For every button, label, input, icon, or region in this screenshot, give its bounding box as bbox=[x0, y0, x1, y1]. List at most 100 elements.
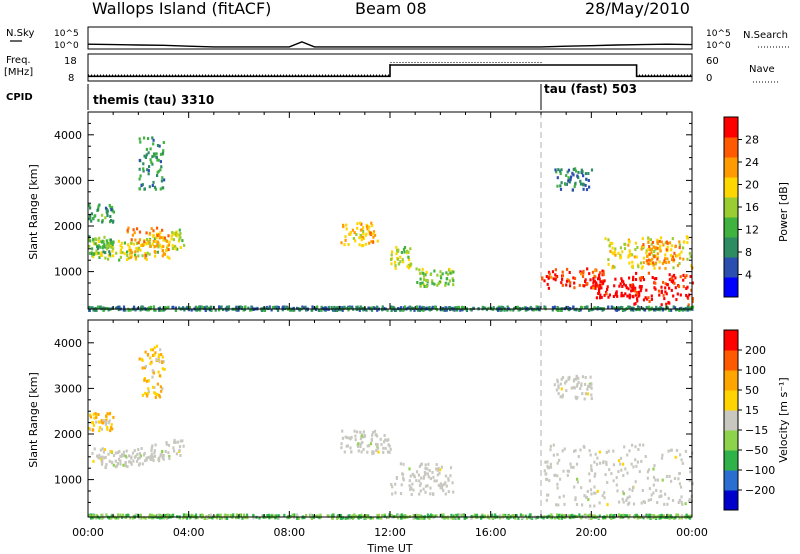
velocity-cell bbox=[584, 495, 588, 499]
velocity-cell bbox=[152, 371, 155, 375]
velocity-cell bbox=[141, 393, 144, 397]
power-cell bbox=[621, 279, 624, 283]
time-tick-label: 00:00 bbox=[676, 526, 708, 539]
power-cell bbox=[621, 308, 624, 312]
velocity-cell bbox=[95, 420, 98, 424]
velocity-cell bbox=[649, 516, 652, 520]
velocity-cell bbox=[344, 435, 347, 439]
power-cell bbox=[633, 255, 636, 259]
power-cell bbox=[652, 261, 655, 265]
velocity-cell bbox=[196, 516, 199, 520]
velocity-cell bbox=[553, 383, 556, 387]
power-cell bbox=[439, 308, 442, 312]
velocity-cell bbox=[346, 444, 349, 448]
power-cell bbox=[691, 297, 694, 301]
velocity-cell bbox=[172, 513, 175, 517]
velocity-cell bbox=[103, 456, 106, 460]
velocity-cell bbox=[632, 502, 636, 506]
velocity-colorbar-label: Velocity [m s⁻¹] bbox=[777, 377, 790, 462]
power-cell bbox=[529, 305, 532, 309]
power-cell bbox=[556, 176, 559, 180]
velocity-cell bbox=[634, 514, 637, 518]
power-cell bbox=[376, 305, 379, 309]
velocity-cell bbox=[293, 513, 296, 517]
power-cell bbox=[640, 285, 643, 288]
velocity-cell bbox=[421, 516, 424, 520]
power-cell bbox=[614, 253, 617, 257]
velocity-cell bbox=[242, 513, 246, 517]
velocity-cell bbox=[624, 467, 627, 471]
power-cell bbox=[361, 235, 364, 239]
power-cell bbox=[371, 224, 374, 228]
power-cell bbox=[638, 276, 642, 280]
velocity-cell bbox=[173, 440, 176, 444]
velocity-cell bbox=[409, 474, 412, 478]
power-cell bbox=[144, 256, 147, 260]
velocity-cell bbox=[656, 478, 659, 482]
power-cell bbox=[433, 282, 436, 286]
velocity-cell bbox=[643, 501, 646, 504]
velocity-cell bbox=[376, 513, 379, 517]
power-cell bbox=[674, 254, 677, 258]
power-cell bbox=[419, 282, 422, 285]
velocity-cell bbox=[412, 474, 416, 478]
power-cell bbox=[103, 242, 106, 246]
velocity-cell bbox=[150, 452, 153, 456]
power-cell bbox=[612, 295, 615, 298]
velocity-cell bbox=[558, 458, 561, 462]
power-cell bbox=[157, 158, 160, 162]
velocity-cell bbox=[137, 448, 140, 451]
velocity-scatter bbox=[88, 320, 694, 520]
power-cell bbox=[327, 305, 330, 309]
velocity-cell bbox=[598, 514, 601, 518]
power-cell bbox=[93, 214, 96, 218]
velocity-cell bbox=[400, 483, 403, 487]
velocity-cell bbox=[185, 516, 189, 520]
velocity-cell bbox=[591, 514, 594, 518]
power-cell bbox=[613, 265, 616, 269]
power-cell bbox=[179, 246, 182, 249]
velocity-cell bbox=[360, 450, 363, 454]
velocity-cell bbox=[369, 442, 373, 446]
time-tick-label: 04:00 bbox=[173, 526, 205, 539]
velocity-cell bbox=[139, 454, 142, 458]
velocity-cell bbox=[545, 472, 548, 476]
power-cell bbox=[671, 237, 674, 241]
power-cell bbox=[657, 308, 660, 312]
power-cell bbox=[579, 179, 582, 183]
power-cell bbox=[652, 245, 655, 249]
power-cell bbox=[101, 239, 104, 243]
power-cell bbox=[653, 277, 656, 281]
velocity-cell bbox=[552, 453, 555, 457]
velocity-cell bbox=[303, 516, 306, 520]
velocity-cell bbox=[152, 385, 155, 389]
power-cell bbox=[620, 291, 623, 295]
velocity-cell bbox=[363, 435, 366, 438]
velocity-cell bbox=[161, 387, 164, 391]
velocity-cell bbox=[416, 514, 419, 517]
power-cell bbox=[127, 256, 130, 260]
power-cell bbox=[501, 306, 505, 309]
velocity-cell bbox=[494, 513, 497, 517]
power-cell bbox=[344, 235, 347, 239]
velocity-cell bbox=[588, 472, 591, 476]
cpid-mode-1: themis (tau) 3310 bbox=[93, 93, 214, 107]
power-region bbox=[629, 271, 694, 307]
power-cell bbox=[362, 226, 365, 230]
velocity-cell bbox=[382, 450, 385, 454]
velocity-cell bbox=[168, 455, 171, 458]
velocity-cell bbox=[357, 516, 360, 520]
velocity-cell bbox=[644, 455, 647, 458]
velocity-cell bbox=[689, 470, 692, 474]
velocity-cell bbox=[241, 516, 244, 520]
power-colorbar-segment bbox=[724, 197, 738, 218]
power-cell bbox=[156, 170, 159, 174]
velocity-cell bbox=[122, 450, 125, 454]
velocity-cell bbox=[388, 450, 391, 454]
power-cell bbox=[516, 305, 519, 309]
power-cell bbox=[138, 230, 142, 234]
velocity-cell bbox=[160, 353, 163, 356]
power-cell bbox=[554, 273, 557, 277]
velocity-cell bbox=[131, 451, 135, 455]
power-cell bbox=[690, 288, 693, 292]
